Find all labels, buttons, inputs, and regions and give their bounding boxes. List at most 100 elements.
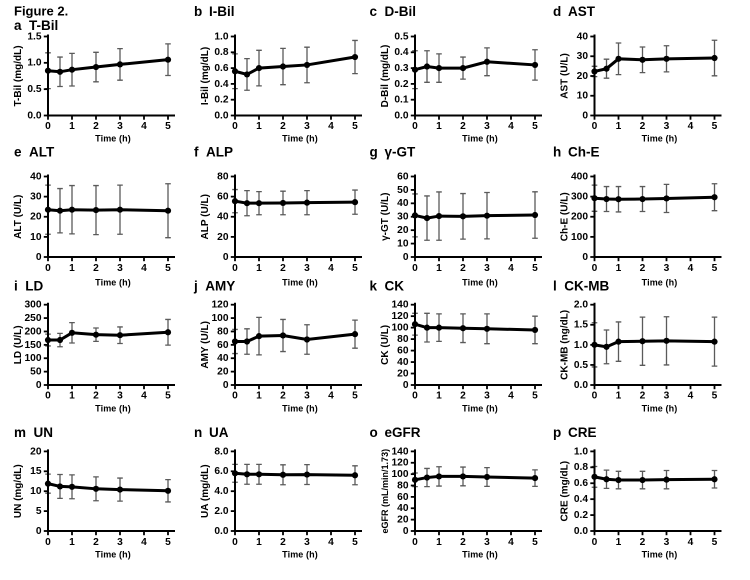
svg-text:0.0: 0.0 bbox=[574, 526, 588, 537]
svg-text:1: 1 bbox=[69, 537, 75, 548]
svg-text:3: 3 bbox=[664, 390, 670, 401]
svg-text:Time (h): Time (h) bbox=[282, 403, 318, 413]
svg-text:40: 40 bbox=[217, 212, 229, 223]
svg-text:5: 5 bbox=[165, 390, 171, 401]
svg-text:0: 0 bbox=[223, 380, 229, 391]
svg-text:30: 30 bbox=[30, 192, 42, 203]
svg-text:0: 0 bbox=[45, 263, 51, 274]
svg-text:1: 1 bbox=[616, 390, 622, 401]
svg-text:120: 120 bbox=[392, 458, 409, 469]
svg-text:ALT (U/L): ALT (U/L) bbox=[13, 195, 24, 239]
svg-text:D-Bil: D-Bil bbox=[385, 4, 417, 19]
svg-text:150: 150 bbox=[25, 340, 42, 351]
svg-text:1: 1 bbox=[436, 121, 442, 132]
svg-text:p: p bbox=[553, 425, 561, 440]
svg-text:0: 0 bbox=[223, 252, 229, 263]
svg-text:200: 200 bbox=[25, 326, 42, 337]
svg-text:AST (U/L): AST (U/L) bbox=[560, 53, 571, 99]
svg-text:1.5: 1.5 bbox=[574, 320, 588, 331]
svg-text:2: 2 bbox=[640, 121, 646, 132]
svg-text:400: 400 bbox=[571, 171, 588, 182]
svg-text:3: 3 bbox=[664, 121, 670, 132]
svg-text:5: 5 bbox=[165, 537, 171, 548]
svg-text:0.8: 0.8 bbox=[214, 47, 228, 58]
svg-text:Time (h): Time (h) bbox=[642, 277, 678, 287]
svg-text:f: f bbox=[194, 145, 199, 160]
svg-text:AST: AST bbox=[568, 4, 596, 19]
svg-text:1.0: 1.0 bbox=[574, 340, 588, 351]
svg-text:i: i bbox=[14, 279, 18, 294]
svg-text:AMY: AMY bbox=[205, 279, 235, 294]
svg-text:100: 100 bbox=[571, 232, 588, 243]
svg-text:0: 0 bbox=[36, 380, 42, 391]
svg-text:0: 0 bbox=[412, 537, 418, 548]
svg-text:4.0: 4.0 bbox=[214, 486, 228, 497]
svg-text:0: 0 bbox=[232, 121, 238, 132]
svg-text:4: 4 bbox=[141, 263, 147, 274]
svg-text:2: 2 bbox=[93, 121, 99, 132]
svg-text:5: 5 bbox=[36, 506, 42, 517]
svg-text:Time (h): Time (h) bbox=[642, 133, 678, 143]
svg-text:5: 5 bbox=[712, 263, 718, 274]
svg-text:140: 140 bbox=[392, 446, 409, 457]
svg-text:2.0: 2.0 bbox=[574, 300, 588, 311]
svg-text:250: 250 bbox=[25, 313, 42, 324]
svg-text:3: 3 bbox=[484, 390, 490, 401]
svg-text:0.0: 0.0 bbox=[214, 526, 228, 537]
svg-text:3: 3 bbox=[304, 121, 310, 132]
svg-text:5: 5 bbox=[165, 121, 171, 132]
svg-text:0.0: 0.0 bbox=[574, 380, 588, 391]
svg-text:60: 60 bbox=[397, 492, 409, 503]
svg-text:Ch-E (U/L): Ch-E (U/L) bbox=[560, 192, 571, 241]
svg-text:γ-GT (U/L): γ-GT (U/L) bbox=[380, 193, 391, 241]
svg-text:Time (h): Time (h) bbox=[95, 549, 131, 559]
svg-text:4: 4 bbox=[328, 121, 334, 132]
svg-text:m: m bbox=[14, 425, 26, 440]
svg-text:0: 0 bbox=[592, 121, 598, 132]
svg-text:0.2: 0.2 bbox=[394, 79, 408, 90]
svg-text:1: 1 bbox=[256, 537, 262, 548]
svg-text:CK-MB (ng/dL): CK-MB (ng/dL) bbox=[560, 310, 571, 380]
svg-text:ALT: ALT bbox=[29, 145, 55, 160]
svg-text:CK-MB: CK-MB bbox=[564, 279, 609, 294]
svg-text:D-Bil (mg/dL): D-Bil (mg/dL) bbox=[380, 45, 391, 108]
svg-text:Time (h): Time (h) bbox=[642, 403, 678, 413]
svg-text:3: 3 bbox=[664, 263, 670, 274]
svg-text:e: e bbox=[14, 145, 22, 160]
svg-text:Time (h): Time (h) bbox=[462, 403, 498, 413]
svg-text:2.0: 2.0 bbox=[214, 506, 228, 517]
svg-text:0: 0 bbox=[232, 390, 238, 401]
svg-text:2: 2 bbox=[460, 263, 466, 274]
svg-text:Time (h): Time (h) bbox=[95, 403, 131, 413]
svg-text:5: 5 bbox=[712, 537, 718, 548]
svg-text:3: 3 bbox=[664, 537, 670, 548]
svg-text:0.4: 0.4 bbox=[394, 47, 408, 58]
svg-text:Time (h): Time (h) bbox=[462, 549, 498, 559]
svg-text:0: 0 bbox=[45, 390, 51, 401]
svg-text:CRE (mg/dL): CRE (mg/dL) bbox=[560, 461, 571, 522]
svg-text:0: 0 bbox=[412, 390, 418, 401]
svg-text:0: 0 bbox=[45, 121, 51, 132]
svg-text:0: 0 bbox=[412, 263, 418, 274]
svg-text:6.0: 6.0 bbox=[214, 466, 228, 477]
svg-text:2: 2 bbox=[93, 390, 99, 401]
svg-text:4: 4 bbox=[688, 390, 694, 401]
svg-text:3: 3 bbox=[304, 537, 310, 548]
svg-text:20: 20 bbox=[397, 368, 409, 379]
svg-text:l: l bbox=[553, 279, 557, 294]
svg-text:40: 40 bbox=[397, 198, 409, 209]
svg-text:1: 1 bbox=[69, 263, 75, 274]
svg-text:4: 4 bbox=[688, 537, 694, 548]
svg-text:0.4: 0.4 bbox=[214, 79, 228, 90]
svg-text:d: d bbox=[553, 4, 561, 19]
svg-text:5: 5 bbox=[532, 121, 538, 132]
svg-text:0.0: 0.0 bbox=[214, 110, 228, 121]
svg-text:60: 60 bbox=[217, 340, 229, 351]
svg-text:3: 3 bbox=[117, 537, 123, 548]
svg-text:120: 120 bbox=[212, 300, 229, 311]
svg-text:100: 100 bbox=[392, 469, 409, 480]
svg-text:eGFR (mL/min/1.73): eGFR (mL/min/1.73) bbox=[380, 449, 390, 534]
svg-text:30: 30 bbox=[397, 212, 409, 223]
svg-text:1: 1 bbox=[436, 537, 442, 548]
svg-text:80: 80 bbox=[217, 171, 229, 182]
